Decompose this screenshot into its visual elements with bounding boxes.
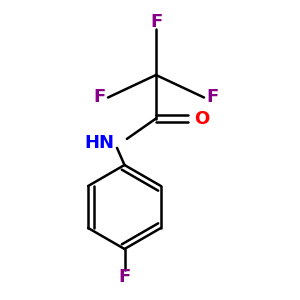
Text: F: F — [118, 268, 130, 286]
Text: F: F — [94, 88, 106, 106]
Text: HN: HN — [84, 134, 114, 152]
Text: F: F — [150, 13, 162, 31]
Text: F: F — [206, 88, 218, 106]
Text: O: O — [194, 110, 209, 128]
